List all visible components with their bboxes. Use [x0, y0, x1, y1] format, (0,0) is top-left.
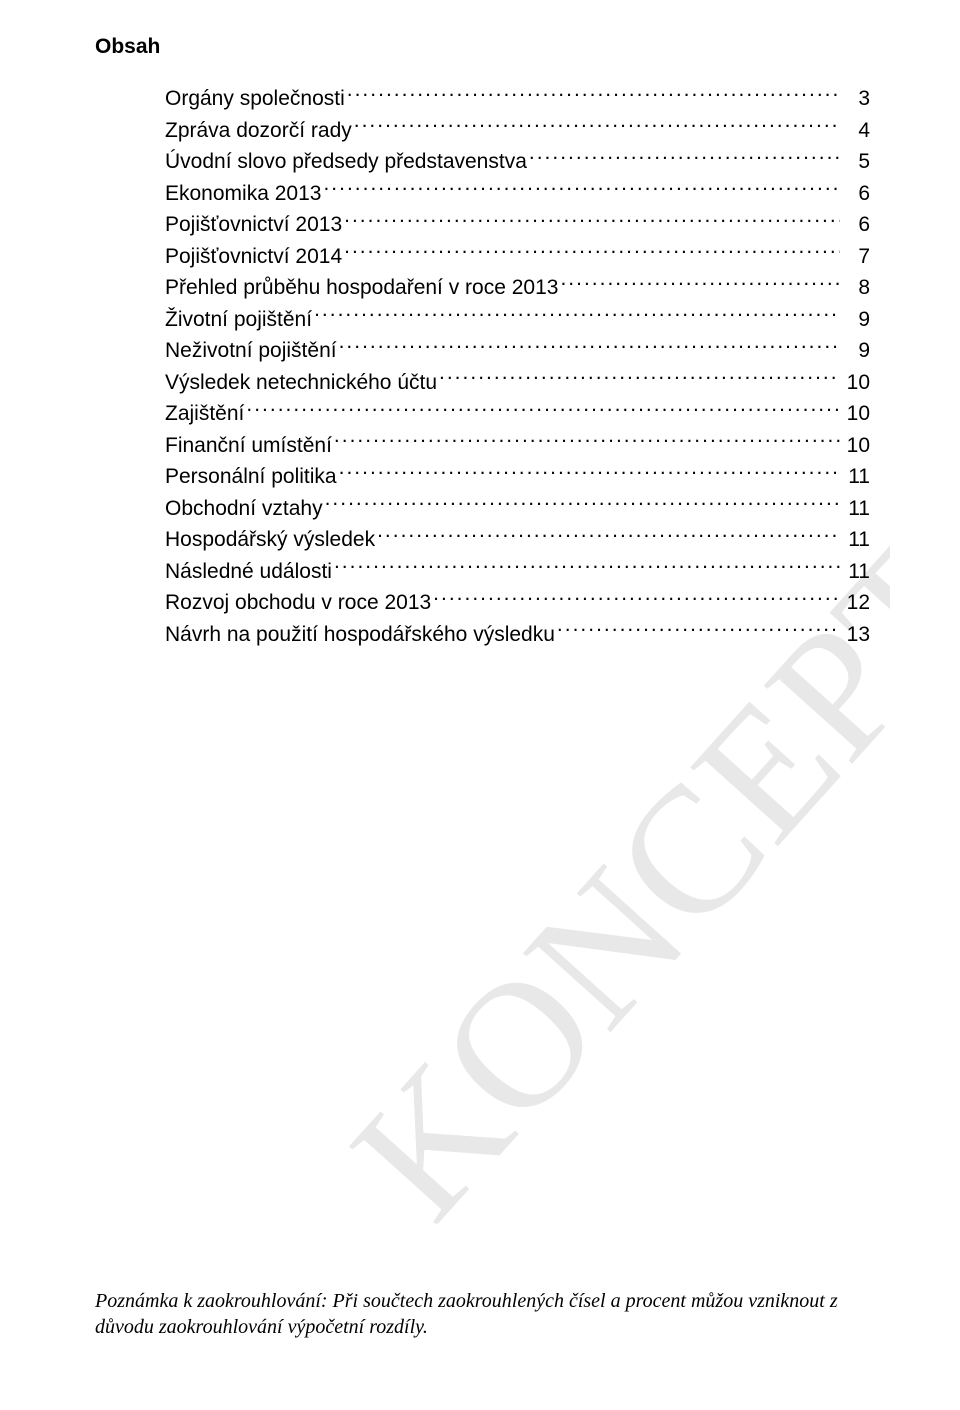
toc-page-number: 12: [842, 587, 870, 619]
toc-page-number: 7: [842, 241, 870, 273]
toc-leader-dots: [439, 368, 840, 389]
toc-label: Výsledek netechnického účtu: [165, 367, 437, 399]
toc-row: Hospodářský výsledek 11: [165, 524, 870, 556]
toc-label: Orgány společnosti: [165, 83, 345, 115]
toc-row: Životní pojištění 9: [165, 304, 870, 336]
page-title: Obsah: [95, 35, 870, 59]
toc-page-number: 3: [842, 83, 870, 115]
toc-leader-dots: [560, 273, 840, 294]
toc-row: Obchodní vztahy 11: [165, 493, 870, 525]
toc-leader-dots: [433, 588, 840, 609]
toc-leader-dots: [344, 210, 840, 231]
toc-label: Návrh na použití hospodářského výsledku: [165, 619, 555, 651]
page: KONCEPT Obsah Orgány společnosti 3Zpráva…: [0, 0, 960, 1410]
toc-page-number: 11: [842, 461, 870, 493]
toc-page-number: 4: [842, 115, 870, 147]
toc-page-number: 9: [842, 304, 870, 336]
toc-label: Úvodní slovo předsedy představenstva: [165, 146, 527, 178]
toc-leader-dots: [377, 525, 840, 546]
toc-page-number: 5: [842, 146, 870, 178]
toc-leader-dots: [347, 84, 840, 105]
toc-page-number: 10: [842, 367, 870, 399]
toc-leader-dots: [323, 179, 840, 200]
toc-page-number: 10: [842, 398, 870, 430]
footnote: Poznámka k zaokrouhlování: Při součtech …: [95, 1288, 870, 1340]
toc-row: Personální politika 11: [165, 461, 870, 493]
toc-leader-dots: [334, 431, 840, 452]
toc-label: Ekonomika 2013: [165, 178, 321, 210]
toc-row: Následné události 11: [165, 556, 870, 588]
toc-page-number: 13: [842, 619, 870, 651]
toc-label: Hospodářský výsledek: [165, 524, 375, 556]
table-of-contents: Orgány společnosti 3Zpráva dozorčí rady …: [95, 83, 870, 650]
toc-page-number: 11: [842, 493, 870, 525]
toc-page-number: 10: [842, 430, 870, 462]
toc-label: Pojišťovnictví 2014: [165, 241, 342, 273]
toc-row: Přehled průběhu hospodaření v roce 2013 …: [165, 272, 870, 304]
toc-label: Pojišťovnictví 2013: [165, 209, 342, 241]
toc-leader-dots: [314, 305, 840, 326]
toc-label: Přehled průběhu hospodaření v roce 2013: [165, 272, 558, 304]
toc-label: Životní pojištění: [165, 304, 312, 336]
toc-row: Orgány společnosti 3: [165, 83, 870, 115]
toc-leader-dots: [529, 147, 840, 168]
toc-row: Zpráva dozorčí rady 4: [165, 115, 870, 147]
toc-label: Následné události: [165, 556, 332, 588]
toc-label: Rozvoj obchodu v roce 2013: [165, 587, 431, 619]
toc-leader-dots: [325, 494, 840, 515]
toc-leader-dots: [246, 399, 840, 420]
toc-row: Návrh na použití hospodářského výsledku 1…: [165, 619, 870, 651]
toc-row: Neživotní pojištění 9: [165, 335, 870, 367]
toc-page-number: 9: [842, 335, 870, 367]
toc-label: Neživotní pojištění: [165, 335, 337, 367]
toc-page-number: 11: [842, 524, 870, 556]
toc-leader-dots: [334, 557, 840, 578]
toc-row: Finanční umístění 10: [165, 430, 870, 462]
toc-row: Ekonomika 2013 6: [165, 178, 870, 210]
toc-leader-dots: [339, 336, 840, 357]
toc-page-number: 11: [842, 556, 870, 588]
toc-leader-dots: [339, 462, 840, 483]
toc-leader-dots: [354, 116, 840, 137]
toc-label: Zajištění: [165, 398, 244, 430]
content: Obsah Orgány společnosti 3Zpráva dozorčí…: [95, 35, 870, 650]
toc-row: Pojišťovnictví 2014 7: [165, 241, 870, 273]
toc-row: Výsledek netechnického účtu 10: [165, 367, 870, 399]
toc-page-number: 6: [842, 209, 870, 241]
toc-page-number: 8: [842, 272, 870, 304]
toc-page-number: 6: [842, 178, 870, 210]
toc-label: Personální politika: [165, 461, 337, 493]
toc-row: Zajištění 10: [165, 398, 870, 430]
toc-row: Rozvoj obchodu v roce 2013 12: [165, 587, 870, 619]
toc-label: Obchodní vztahy: [165, 493, 323, 525]
toc-leader-dots: [344, 242, 840, 263]
toc-label: Zpráva dozorčí rady: [165, 115, 352, 147]
toc-row: Pojišťovnictví 2013 6: [165, 209, 870, 241]
toc-row: Úvodní slovo předsedy představenstva 5: [165, 146, 870, 178]
toc-label: Finanční umístění: [165, 430, 332, 462]
toc-leader-dots: [557, 620, 840, 641]
